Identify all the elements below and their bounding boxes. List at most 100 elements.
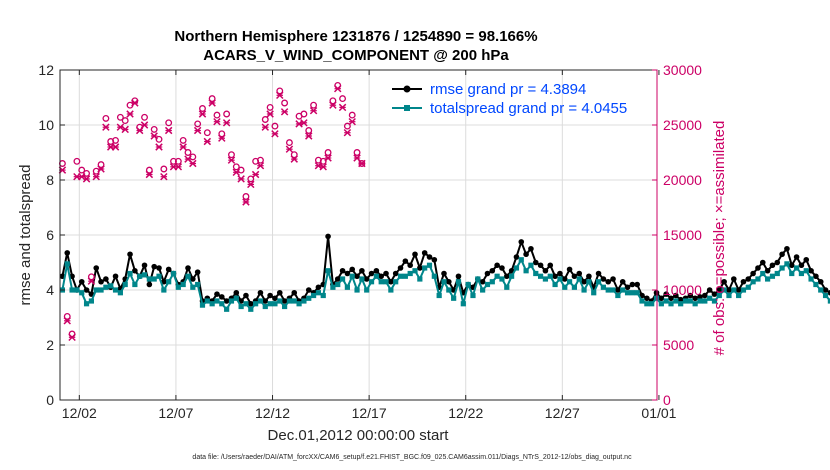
- obs-assimilated-point: [203, 137, 212, 146]
- obs-possible-point: [242, 193, 250, 200]
- obs-possible-point: [165, 119, 173, 127]
- rmse-point: [417, 265, 423, 271]
- rmse-point: [441, 270, 447, 277]
- y-tick-label: 0: [46, 392, 54, 408]
- totalspread-point: [214, 298, 220, 304]
- totalspread-point: [199, 302, 206, 308]
- rmse-point: [479, 278, 486, 285]
- rmse-point: [808, 267, 814, 274]
- totalspread-point: [615, 292, 621, 299]
- obs-assimilated-point: [111, 143, 120, 151]
- obs-assimilated-point: [319, 163, 327, 171]
- rmse-point: [503, 273, 510, 280]
- obs-assimilated-point: [348, 117, 356, 126]
- obs-assimilated-point: [334, 84, 342, 93]
- totalspread-point: [571, 284, 578, 290]
- totalspread-point: [330, 284, 336, 290]
- totalspread-point: [769, 273, 776, 279]
- obs-possible-point: [329, 97, 337, 105]
- rmse-point: [697, 294, 703, 300]
- totalspread-point: [813, 281, 819, 288]
- totalspread-point: [523, 268, 529, 274]
- totalspread-point: [431, 273, 437, 279]
- obs-possible-point: [116, 113, 124, 121]
- totalspread-point: [620, 287, 626, 293]
- totalspread-point: [88, 298, 94, 304]
- totalspread-point: [170, 270, 177, 277]
- totalspread-point: [103, 284, 109, 290]
- totalspread-point: [595, 279, 602, 285]
- totalspread-point: [180, 281, 186, 288]
- totalspread-point: [499, 276, 505, 282]
- obs-possible-point: [348, 111, 356, 119]
- rmse-point: [735, 287, 742, 293]
- rmse-point: [156, 265, 162, 271]
- obs-assimilated-point: [174, 163, 183, 171]
- totalspread-point: [803, 268, 809, 274]
- totalspread-point: [692, 301, 698, 307]
- rmse-point: [528, 245, 534, 252]
- rmse-point: [363, 276, 370, 282]
- totalspread-point: [581, 287, 587, 293]
- totalspread-point: [605, 287, 611, 293]
- obs-possible-point: [305, 127, 313, 134]
- totalspread-point: [533, 270, 539, 277]
- rmse-point: [615, 287, 621, 293]
- rmse-point: [349, 266, 356, 273]
- obs-possible-point: [87, 273, 95, 281]
- obs-assimilated-point: [63, 317, 71, 325]
- totalspread-point: [644, 301, 650, 307]
- totalspread-point: [494, 273, 500, 279]
- legend-rmse-marker: [403, 85, 411, 93]
- obs-assimilated-point: [338, 103, 347, 112]
- totalspread-point: [277, 298, 283, 304]
- totalspread-point: [132, 281, 138, 288]
- rmse-point: [745, 276, 752, 282]
- rmse-point: [706, 287, 713, 293]
- obs-possible-point: [112, 136, 119, 144]
- rmse-point: [687, 292, 694, 299]
- totalspread-point: [740, 287, 747, 293]
- rmse-point: [484, 270, 491, 277]
- totalspread-point: [195, 281, 201, 288]
- rmse-point: [98, 278, 104, 285]
- rmse-point: [276, 289, 283, 296]
- rmse-point: [262, 298, 269, 304]
- obs-possible-point: [174, 157, 182, 165]
- rmse-point: [339, 267, 346, 274]
- totalspread-point: [175, 284, 181, 290]
- totalspread-point: [600, 284, 606, 290]
- totalspread-point: [349, 273, 355, 279]
- totalspread-point: [166, 279, 172, 285]
- obs-possible-point: [319, 157, 327, 165]
- totalspread-point: [402, 273, 408, 279]
- obs-possible-point: [160, 165, 168, 173]
- obs-assimilated-point: [208, 99, 216, 107]
- totalspread-point: [122, 281, 128, 288]
- totalspread-point: [624, 290, 631, 296]
- totalspread-point: [262, 303, 268, 310]
- totalspread-point: [253, 301, 259, 307]
- totalspread-point: [784, 261, 790, 267]
- y2-tick-label: 30000: [663, 62, 702, 78]
- totalspread-point: [98, 287, 104, 293]
- legend-spread-marker: [404, 105, 410, 111]
- y2-tick-label: 15000: [663, 227, 702, 243]
- obs-possible-point: [145, 166, 153, 174]
- obs-possible-point: [324, 149, 332, 156]
- obs-possible-point: [343, 122, 351, 130]
- legend-spread-label: totalspread grand pr = 4.0455: [430, 100, 627, 117]
- rmse-point: [267, 292, 273, 299]
- obs-possible-point: [83, 169, 91, 177]
- totalspread-point: [127, 270, 133, 277]
- totalspread-point: [161, 287, 167, 293]
- y-tick-label: 10: [38, 117, 54, 133]
- rmse-point: [190, 276, 196, 282]
- x-tick-label: 01/01: [641, 405, 676, 421]
- y2-tick-label: 25000: [663, 117, 702, 133]
- rmse-point: [426, 254, 433, 260]
- rmse-point: [83, 287, 90, 293]
- totalspread-point: [417, 276, 423, 282]
- obs-possible-point: [228, 151, 235, 159]
- rmse-point: [388, 278, 394, 285]
